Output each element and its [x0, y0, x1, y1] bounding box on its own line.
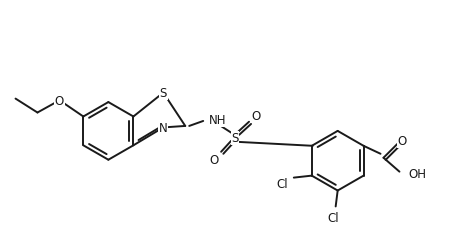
Text: OH: OH — [408, 167, 425, 180]
Text: Cl: Cl — [275, 177, 287, 190]
Text: O: O — [397, 135, 406, 148]
Text: Cl: Cl — [327, 211, 339, 224]
Text: NH: NH — [209, 114, 226, 127]
Text: S: S — [231, 132, 238, 145]
Text: O: O — [55, 95, 64, 108]
Text: O: O — [209, 154, 218, 166]
Text: O: O — [251, 110, 260, 123]
Text: N: N — [159, 121, 167, 134]
Text: S: S — [159, 87, 167, 100]
